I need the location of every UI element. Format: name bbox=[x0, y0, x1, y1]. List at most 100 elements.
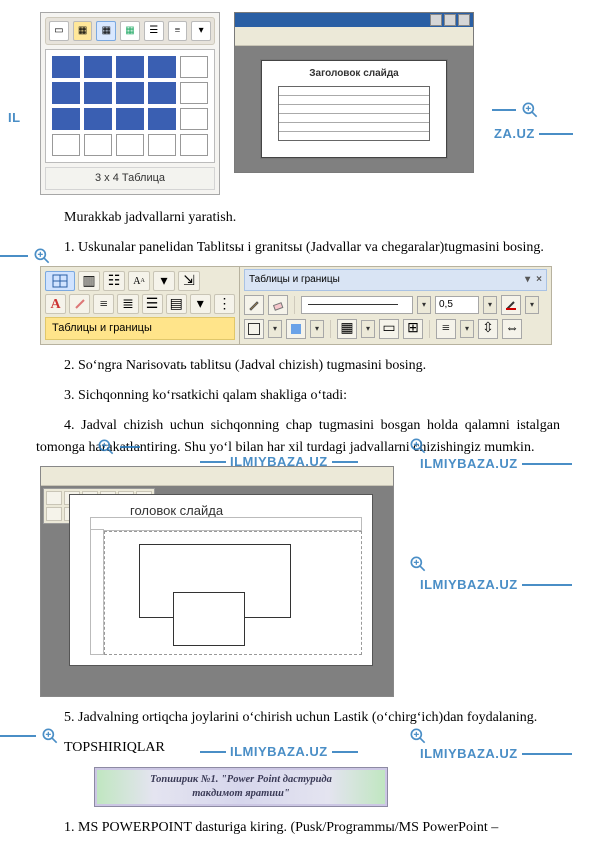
toolbar-button[interactable]: ▾ bbox=[153, 271, 175, 291]
watermark: ZA.UZ bbox=[494, 124, 573, 144]
dropdown-icon[interactable]: ▾ bbox=[460, 320, 474, 338]
watermark bbox=[408, 554, 428, 574]
distribute-cols-tool[interactable]: ⇔ bbox=[502, 319, 522, 339]
toolbar-button[interactable]: AA bbox=[128, 271, 150, 291]
magnifier-icon bbox=[408, 436, 428, 456]
magnifier-icon bbox=[408, 554, 428, 574]
watermark-line bbox=[539, 133, 573, 135]
toolbar-button[interactable]: ≣ bbox=[117, 294, 138, 314]
border-tool[interactable] bbox=[244, 319, 264, 339]
watermark-line bbox=[522, 753, 572, 755]
panel-caption-text: Таблицы и границы bbox=[249, 272, 340, 288]
toolbar-button[interactable] bbox=[46, 507, 62, 521]
powerpoint-window: Заголовок слайда bbox=[234, 12, 474, 173]
toolbar-button[interactable]: ▭ bbox=[49, 21, 69, 41]
split-cells-tool[interactable]: ⊞ bbox=[403, 319, 423, 339]
paragraph: 2. Soʻngra Narisovatь tablitsu (Jadval c… bbox=[36, 355, 560, 377]
watermark-line bbox=[120, 446, 140, 448]
ruler-horizontal bbox=[90, 517, 362, 531]
paragraph: 1. MS POWERPOINT dasturiga kiring. (Pusk… bbox=[36, 817, 560, 839]
watermark-text: ILMIYBAZA.UZ bbox=[420, 575, 518, 595]
toolbar-button[interactable] bbox=[46, 491, 62, 505]
close-button[interactable] bbox=[458, 14, 470, 26]
tooltip-label: Таблицы и границы bbox=[45, 317, 235, 340]
merge-cells-tool[interactable]: ▭ bbox=[379, 319, 399, 339]
panel-close-icon[interactable]: × bbox=[536, 272, 542, 288]
paragraph: 1. Uskunalar panelidan Tablitsы i granit… bbox=[36, 237, 560, 259]
magnifier-icon bbox=[40, 726, 60, 746]
slide-workspace: Заголовок слайда bbox=[235, 46, 473, 172]
pen-color-tool[interactable] bbox=[501, 295, 521, 315]
minimize-button[interactable] bbox=[430, 14, 442, 26]
toolbar-button[interactable]: ⇲ bbox=[178, 271, 200, 291]
table-picker-toolbar: ▭ ▦ ▦ ▦ ☰ ≡ ▾ bbox=[45, 17, 215, 45]
toolbar-button[interactable]: ☰ bbox=[144, 21, 164, 41]
slide-table-placeholder bbox=[278, 86, 430, 141]
task-banner: Топширик №1. "Power Point дастурида такд… bbox=[94, 767, 388, 807]
dropdown-icon[interactable]: ▾ bbox=[361, 320, 375, 338]
toolbar-button[interactable]: ≡ bbox=[93, 294, 114, 314]
window-toolbar bbox=[235, 27, 473, 46]
toolbar-button[interactable]: ▦ bbox=[120, 21, 140, 41]
toolbar-button[interactable] bbox=[69, 294, 90, 314]
align-tool[interactable]: ≡ bbox=[436, 319, 456, 339]
toolbar-button[interactable]: ⋮ bbox=[214, 294, 235, 314]
watermark-line bbox=[522, 463, 572, 465]
line-width-box[interactable]: 0,5 bbox=[435, 296, 479, 314]
draw-table-tool[interactable] bbox=[45, 271, 75, 291]
fill-color-tool[interactable] bbox=[286, 319, 306, 339]
toolbar-button[interactable]: A bbox=[45, 294, 66, 314]
slide-title: Заголовок слайда bbox=[309, 66, 399, 82]
dropdown-icon[interactable]: ▾ bbox=[268, 320, 282, 338]
panel-dropdown-icon[interactable]: ▾ bbox=[525, 272, 530, 288]
watermark: ILMIYBAZA.UZ bbox=[420, 575, 572, 595]
toolbar-button[interactable]: ▥ bbox=[78, 271, 100, 291]
watermark-text: ILMIYBAZA.UZ bbox=[230, 742, 328, 762]
drawing-canvas[interactable] bbox=[104, 531, 362, 655]
slide: головок слайда bbox=[69, 494, 373, 666]
toolbar-button[interactable]: ▤ bbox=[166, 294, 187, 314]
watermark bbox=[408, 436, 428, 456]
watermark-text: ILMIYBAZA.UZ bbox=[420, 744, 518, 764]
tables-borders-toolbar-figure: ▥ ☷ AA ▾ ⇲ A ≡ ≣ ☰ ▤ ▾ ⋮ Таблицы и грани… bbox=[40, 266, 596, 345]
toolbar-button[interactable]: ▾ bbox=[190, 294, 211, 314]
table-picker-widget: ▭ ▦ ▦ ▦ ☰ ≡ ▾ 3 х 4 Таблица bbox=[40, 12, 220, 195]
slide: Заголовок слайда bbox=[260, 59, 448, 159]
dropdown-icon[interactable]: ▾ bbox=[417, 296, 431, 314]
watermark-line bbox=[332, 461, 358, 463]
ruler-vertical bbox=[90, 529, 104, 655]
table-size-grid[interactable] bbox=[45, 49, 215, 163]
watermark: ILMIYBAZA.UZ bbox=[200, 742, 358, 762]
toolbar-button[interactable]: ≡ bbox=[168, 21, 188, 41]
maximize-button[interactable] bbox=[444, 14, 456, 26]
watermark-text-short: ZA.UZ bbox=[494, 124, 535, 144]
watermark-line bbox=[332, 751, 358, 753]
toolbar-button[interactable]: ☰ bbox=[142, 294, 163, 314]
pencil-tool[interactable] bbox=[244, 295, 264, 315]
toolbar-block-a: ▥ ☷ AA ▾ ⇲ A ≡ ≣ ☰ ▤ ▾ ⋮ Таблицы и грани… bbox=[40, 266, 240, 345]
eraser-tool[interactable] bbox=[268, 295, 288, 315]
slide-workspace: головок слайда bbox=[41, 486, 393, 696]
toolbar-button[interactable]: ☷ bbox=[103, 271, 125, 291]
page: IL ZA.UZ ILMIYBAZA.UZ ILMIYBAZA.UZ ILMIY… bbox=[0, 0, 596, 842]
watermark-text: ILMIYBAZA.UZ bbox=[230, 452, 328, 472]
toolbar-button[interactable]: ▦ bbox=[73, 21, 93, 41]
insert-table-tool[interactable]: ▦ bbox=[337, 319, 357, 339]
window-titlebar bbox=[235, 13, 473, 27]
dropdown-icon[interactable]: ▾ bbox=[310, 320, 324, 338]
dropdown-icon[interactable]: ▾ bbox=[525, 296, 539, 314]
watermark: ILMIYBAZA.UZ bbox=[420, 454, 572, 474]
distribute-rows-tool[interactable]: ⇳ bbox=[478, 319, 498, 339]
watermark: IL bbox=[8, 108, 21, 128]
dropdown-icon[interactable]: ▾ bbox=[483, 296, 497, 314]
paragraph: 3. Sichqonning koʻrsatkichi qalam shakli… bbox=[36, 385, 560, 407]
watermark-line bbox=[522, 584, 572, 586]
drawn-rect bbox=[173, 592, 245, 646]
magnifier-icon bbox=[96, 437, 116, 457]
line-style-picker[interactable] bbox=[301, 296, 413, 314]
watermark-text: ILMIYBAZA.UZ bbox=[420, 454, 518, 474]
toolbar-button[interactable]: ▦ bbox=[96, 21, 116, 41]
toolbar-button[interactable]: ▾ bbox=[191, 21, 211, 41]
draw-table-figure: головок слайда bbox=[40, 466, 394, 697]
watermark bbox=[0, 246, 52, 266]
